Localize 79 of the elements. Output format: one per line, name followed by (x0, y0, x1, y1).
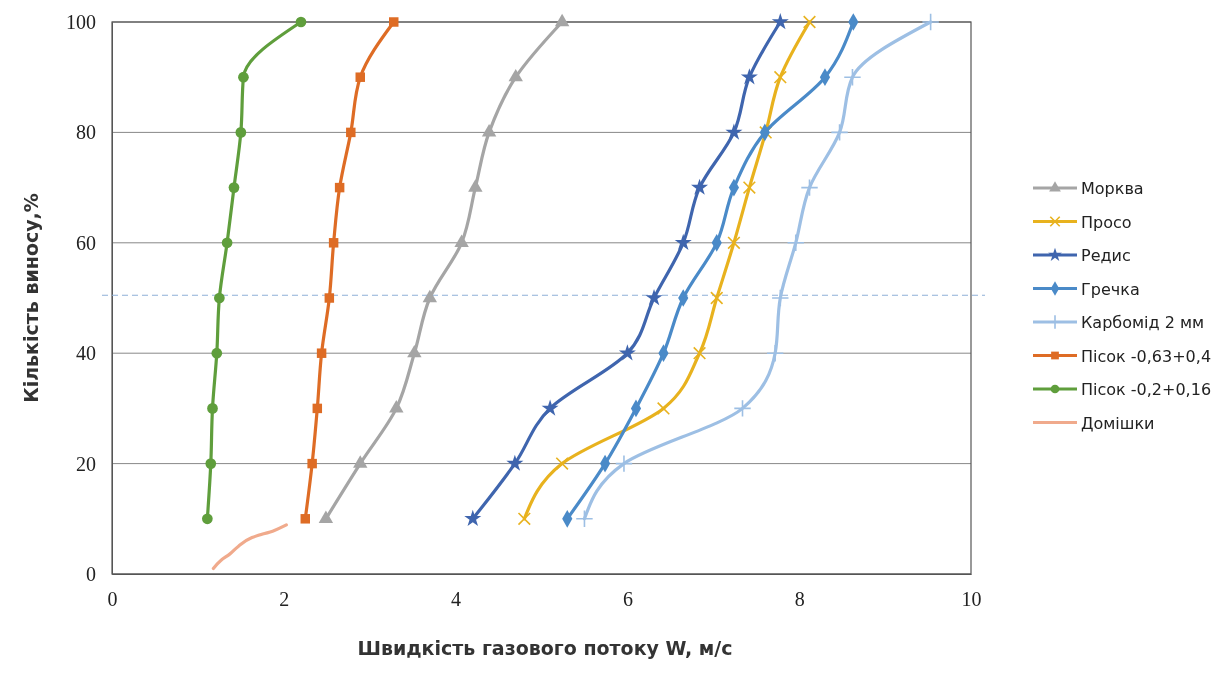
y-tick-label: 100 (66, 10, 96, 33)
point (742, 180, 756, 195)
line-series (211, 523, 288, 571)
legend-label: Морква (1081, 179, 1144, 198)
point (300, 514, 311, 524)
point (843, 68, 862, 87)
x-tick-label: 4 (451, 588, 462, 611)
legend-label: Пісок -0,2+0,16 (1081, 380, 1212, 399)
point (692, 346, 707, 360)
point (389, 400, 404, 413)
y-tick-label: 20 (76, 452, 96, 475)
point (773, 70, 787, 84)
point (921, 12, 940, 32)
point (312, 403, 323, 414)
point (554, 13, 570, 27)
point (771, 288, 790, 308)
x-tick-label: 10 (961, 588, 982, 611)
point (506, 454, 524, 471)
legend-label: Домішки (1081, 413, 1155, 433)
point (481, 124, 497, 137)
x-tick-label: 0 (107, 588, 118, 611)
point (802, 15, 817, 29)
point (389, 17, 399, 27)
point (228, 182, 240, 193)
point (674, 233, 692, 251)
point (235, 127, 247, 138)
x-tick-label: 8 (794, 588, 805, 611)
point (324, 293, 335, 303)
point (318, 510, 334, 523)
point (214, 292, 225, 304)
point (517, 512, 531, 526)
point (710, 291, 724, 305)
point (334, 182, 345, 193)
point (207, 403, 218, 414)
point (221, 237, 233, 249)
x-axis-title: Швидкість газового потоку W, м/с (357, 637, 733, 659)
point (618, 344, 636, 361)
point (468, 179, 483, 192)
point (316, 348, 327, 358)
point (464, 509, 482, 527)
point (205, 458, 217, 469)
point (727, 236, 741, 250)
y-tick-label: 80 (76, 121, 96, 144)
point (307, 458, 317, 469)
point (691, 178, 709, 195)
point (800, 178, 819, 197)
x-tick-label: 2 (279, 588, 290, 611)
y-axis-title: Кількість виносу,% (20, 193, 42, 403)
legend-label: Пісок -0,63+0,4 (1081, 346, 1212, 366)
y-tick-label: 40 (76, 342, 96, 365)
point (328, 238, 339, 248)
point (575, 509, 594, 528)
y-tick-label: 0 (86, 562, 96, 585)
point (555, 456, 569, 471)
point (202, 513, 213, 525)
point (740, 68, 758, 85)
point (830, 123, 849, 142)
legend-label: Гречка (1081, 279, 1140, 299)
point (508, 68, 523, 82)
point (211, 347, 223, 359)
point (355, 72, 365, 82)
point (346, 127, 356, 138)
point (725, 123, 743, 140)
legend-label: Просо (1081, 212, 1132, 232)
point (645, 289, 663, 306)
legend-label: Редис (1081, 246, 1131, 265)
point (614, 454, 633, 473)
x-tick-label: 6 (622, 588, 633, 611)
point (295, 16, 307, 28)
point (422, 289, 438, 303)
point (541, 399, 559, 416)
point (454, 234, 469, 247)
point (771, 13, 789, 30)
legend-label: Карбомід 2 мм (1081, 313, 1205, 332)
point (353, 455, 368, 468)
point (238, 71, 249, 83)
y-tick-label: 60 (76, 231, 96, 254)
point (407, 344, 422, 358)
point (733, 399, 752, 418)
